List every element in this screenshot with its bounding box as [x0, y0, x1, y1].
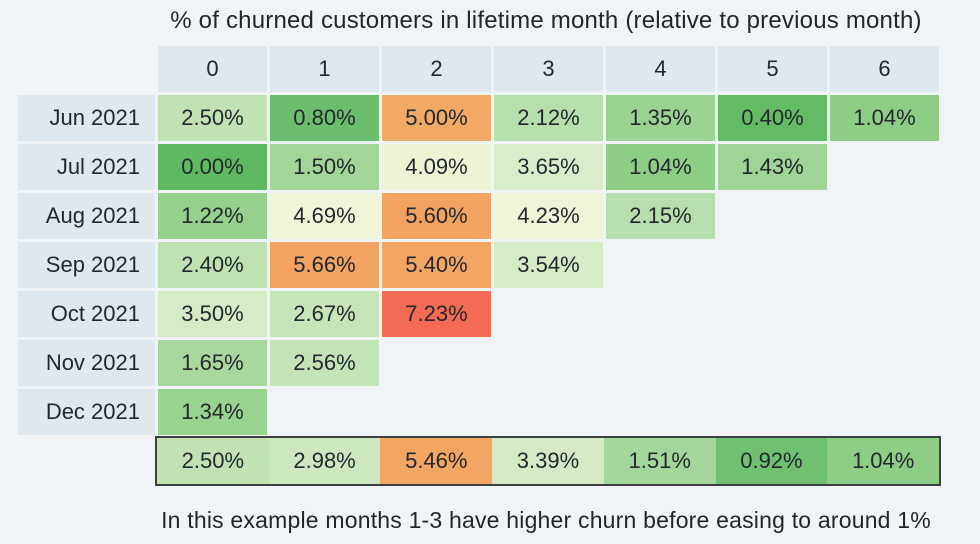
empty-cell — [382, 389, 491, 435]
empty-cell — [494, 291, 603, 337]
row-label-dec-2021: Dec 2021 — [18, 389, 155, 435]
heatmap-cell: 3.65% — [494, 144, 603, 190]
column-header-4: 4 — [606, 46, 715, 92]
heatmap-cell: 4.23% — [494, 193, 603, 239]
column-header-3: 3 — [494, 46, 603, 92]
heatmap-cell: 2.56% — [270, 340, 379, 386]
empty-cell — [830, 144, 939, 190]
summary-cell: 2.50% — [157, 438, 269, 484]
heatmap-cell: 1.34% — [158, 389, 267, 435]
empty-cell — [270, 389, 379, 435]
empty-cell — [830, 242, 939, 288]
row-label-aug-2021: Aug 2021 — [18, 193, 155, 239]
row-label-sep-2021: Sep 2021 — [18, 242, 155, 288]
empty-cell — [606, 340, 715, 386]
heatmap-cell: 7.23% — [382, 291, 491, 337]
summary-cell: 0.92% — [715, 438, 828, 484]
heatmap-cell: 2.40% — [158, 242, 267, 288]
heatmap-cell: 2.15% — [606, 193, 715, 239]
heatmap-cell: 3.54% — [494, 242, 603, 288]
column-header-0: 0 — [158, 46, 267, 92]
heatmap-cell: 1.65% — [158, 340, 267, 386]
heatmap-cell: 1.04% — [606, 144, 715, 190]
column-header-6: 6 — [830, 46, 939, 92]
heatmap-cell: 5.66% — [270, 242, 379, 288]
heatmap-cell: 3.50% — [158, 291, 267, 337]
heatmap-cell: 5.60% — [382, 193, 491, 239]
heatmap-cell: 2.50% — [158, 95, 267, 141]
row-label-jun-2021: Jun 2021 — [18, 95, 155, 141]
heatmap-cell: 4.69% — [270, 193, 379, 239]
chart-title: % of churned customers in lifetime month… — [170, 7, 922, 34]
heatmap-cell: 0.00% — [158, 144, 267, 190]
heatmap-cell: 1.43% — [718, 144, 827, 190]
heatmap-cell: 2.67% — [270, 291, 379, 337]
heatmap-cell: 1.35% — [606, 95, 715, 141]
cohort-heatmap: 0 1 2 3 4 5 6 Jun 2021 2.50% 0.80% 5.00% 2.12% 1.35%… — [18, 46, 939, 435]
empty-cell — [830, 340, 939, 386]
row-label-jul-2021: Jul 2021 — [18, 144, 155, 190]
summary-cell: 1.04% — [827, 438, 939, 484]
heatmap-cell: 1.50% — [270, 144, 379, 190]
summary-cell: 3.39% — [492, 438, 604, 484]
empty-cell — [606, 242, 715, 288]
heatmap-cell: 1.22% — [158, 193, 267, 239]
heatmap-cell: 1.04% — [830, 95, 939, 141]
column-header-5: 5 — [718, 46, 827, 92]
footer-note: In this example months 1-3 have higher c… — [161, 507, 931, 533]
summary-cell: 5.46% — [380, 438, 493, 484]
heatmap-cell: 2.12% — [494, 95, 603, 141]
row-label-nov-2021: Nov 2021 — [18, 340, 155, 386]
empty-cell — [494, 389, 603, 435]
empty-cell — [830, 389, 939, 435]
empty-cell — [718, 340, 827, 386]
empty-cell — [718, 291, 827, 337]
heatmap-cell: 0.40% — [718, 95, 827, 141]
empty-cell — [494, 340, 603, 386]
column-header-1: 1 — [270, 46, 379, 92]
empty-cell — [718, 389, 827, 435]
column-header-2: 2 — [382, 46, 491, 92]
empty-cell — [718, 193, 827, 239]
empty-cell — [606, 389, 715, 435]
heatmap-cell: 4.09% — [382, 144, 491, 190]
row-label-oct-2021: Oct 2021 — [18, 291, 155, 337]
summary-row: 2.50% 2.98% 5.46% 3.39% 1.51% 0.92% 1.04% — [155, 436, 941, 486]
heatmap-cell: 5.40% — [382, 242, 491, 288]
empty-cell — [606, 291, 715, 337]
heatmap-cell: 5.00% — [382, 95, 491, 141]
empty-cell — [830, 291, 939, 337]
summary-cell: 2.98% — [268, 438, 381, 484]
empty-cell — [382, 340, 491, 386]
heatmap-cell: 0.80% — [270, 95, 379, 141]
summary-cell: 1.51% — [603, 438, 716, 484]
empty-cell — [718, 242, 827, 288]
corner-cell — [18, 46, 155, 92]
empty-cell — [830, 193, 939, 239]
